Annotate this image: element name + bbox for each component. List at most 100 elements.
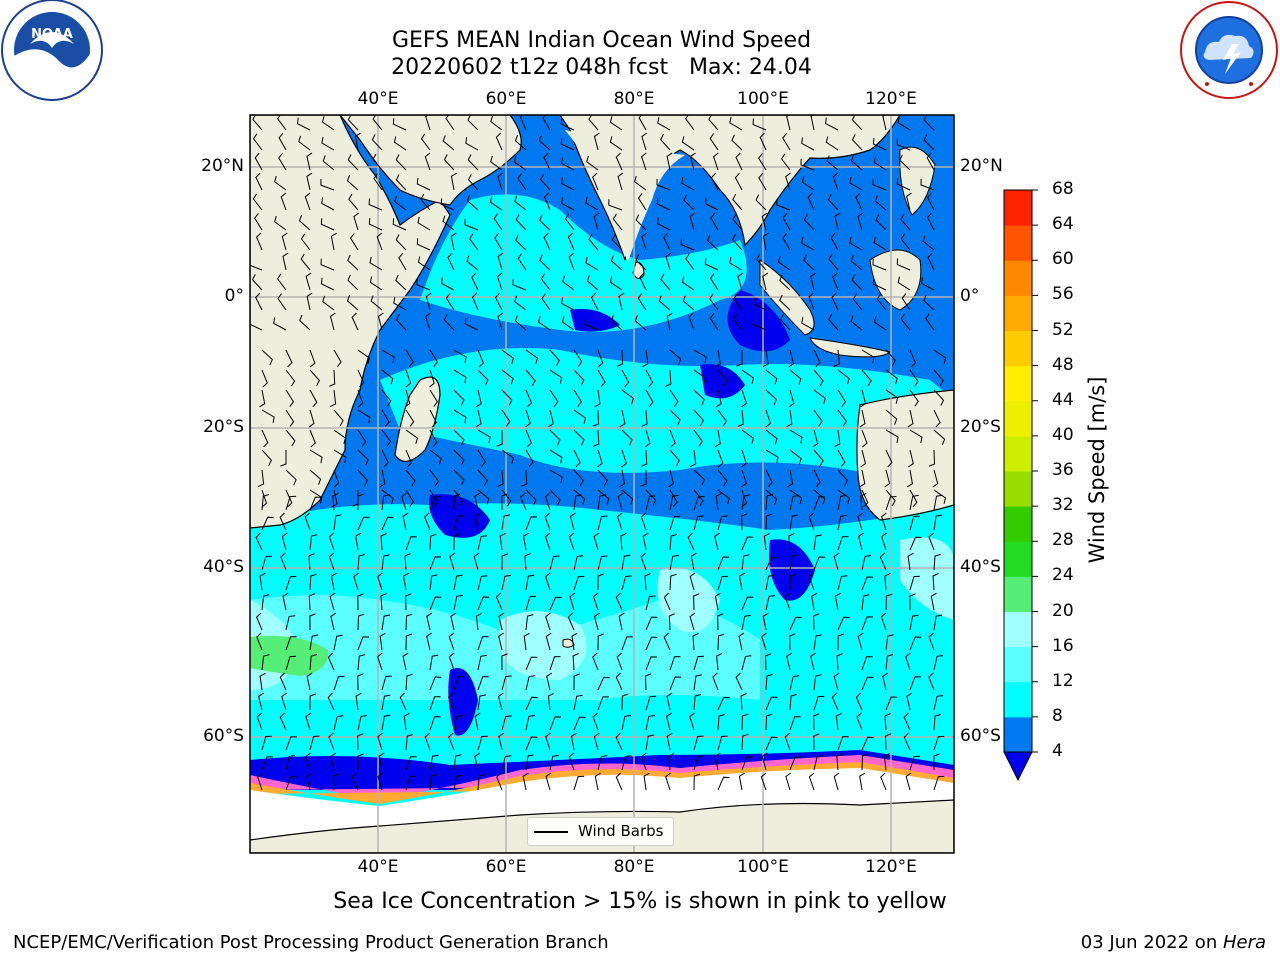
colorbar-bin xyxy=(1004,576,1032,612)
wind-barb xyxy=(501,449,514,465)
wind-barb xyxy=(731,234,743,251)
wind-barb xyxy=(933,349,947,364)
wind-barb xyxy=(872,178,887,191)
wind-barb xyxy=(611,234,623,251)
colorbar-tick-label: 36 xyxy=(1052,460,1074,480)
wind-barb xyxy=(903,732,911,751)
wind-barb xyxy=(837,409,848,427)
wind-barb xyxy=(907,552,914,571)
wind-barb xyxy=(645,495,656,511)
wind-barb xyxy=(861,349,875,364)
wind-barb xyxy=(474,492,481,511)
wind-barb xyxy=(549,349,560,366)
wind-barb xyxy=(704,197,719,211)
wind-barb xyxy=(522,532,529,551)
wind-barb xyxy=(732,213,743,231)
wind-barb xyxy=(837,449,846,468)
wind-barb xyxy=(403,712,410,731)
wind-barb xyxy=(330,752,337,771)
wind-barb xyxy=(640,512,647,531)
wind-barb xyxy=(493,213,503,231)
wind-barb xyxy=(857,512,863,531)
wind-barb xyxy=(708,115,719,131)
colorbar-bin xyxy=(1004,646,1032,683)
wind-barb xyxy=(905,772,912,791)
wind-barb xyxy=(549,489,561,506)
wind-barb xyxy=(693,755,704,771)
wind-barb xyxy=(765,595,776,611)
wind-barb xyxy=(784,592,791,611)
wind-barb xyxy=(933,409,941,428)
wind-barb xyxy=(855,192,863,211)
wind-barb xyxy=(833,772,840,791)
wind-barb xyxy=(732,193,743,211)
wind-barb xyxy=(377,572,383,591)
wind-barb xyxy=(448,632,455,651)
land-india xyxy=(565,130,685,262)
wind-barb xyxy=(789,495,800,511)
wind-barb xyxy=(642,349,649,368)
wind-barb xyxy=(545,632,552,651)
wind-barb xyxy=(782,212,791,231)
wind-barb xyxy=(642,532,649,551)
wind-barb xyxy=(788,533,795,551)
wind-barb xyxy=(669,489,678,508)
wind-barb xyxy=(544,192,551,211)
wind-barb xyxy=(424,732,431,751)
wind-barb xyxy=(571,632,578,651)
wind-barb xyxy=(884,713,891,731)
land-borneo xyxy=(869,249,922,311)
wind-barb xyxy=(741,389,747,408)
wind-barb xyxy=(803,214,815,231)
colorbar-bin xyxy=(1004,541,1032,577)
wind-barb xyxy=(615,732,623,751)
wind-barb xyxy=(278,152,287,171)
map-title: GEFS MEAN Indian Ocean Wind Speed xyxy=(391,28,812,53)
wind-barb xyxy=(306,172,313,191)
wind-barb xyxy=(549,449,563,464)
wind-barb xyxy=(896,138,911,151)
wind-barb xyxy=(442,215,455,231)
wind-barb xyxy=(872,258,887,271)
wind-barb xyxy=(933,614,943,631)
wind-barb xyxy=(669,573,677,591)
wind-barb xyxy=(477,535,488,551)
wind-barb xyxy=(885,449,893,468)
wind-barb xyxy=(669,389,679,407)
wind-barb xyxy=(594,772,601,791)
wind-barb xyxy=(689,612,696,631)
wind-barb xyxy=(883,752,890,771)
wind-barb xyxy=(285,495,297,511)
wind-barb xyxy=(859,409,866,428)
wind-barb xyxy=(381,614,391,631)
wind-barb xyxy=(398,252,407,271)
wind-barb xyxy=(250,264,263,271)
footer-host: Hera xyxy=(1222,932,1266,953)
wind-barb xyxy=(261,555,272,571)
wind-barb xyxy=(668,613,675,631)
wind-barb xyxy=(752,118,767,131)
wind-barb xyxy=(741,429,754,445)
wind-barb xyxy=(689,572,696,591)
wind-barb xyxy=(368,218,383,231)
wind-barb xyxy=(693,694,702,711)
wind-barb xyxy=(494,232,503,251)
wind-barb xyxy=(501,653,508,671)
wind-barb xyxy=(641,132,647,151)
wind-barb xyxy=(261,449,273,466)
wind-barb xyxy=(278,132,287,151)
wind-barb xyxy=(733,293,743,311)
wind-barb xyxy=(834,429,841,448)
wind-barb xyxy=(261,489,268,508)
wind-barb xyxy=(784,732,791,751)
wind-barb xyxy=(517,253,527,271)
wind-barb xyxy=(789,489,803,504)
wind-barb xyxy=(907,409,914,428)
wind-barb xyxy=(475,389,482,408)
wind-barb xyxy=(884,573,891,591)
wind-barb xyxy=(717,633,725,651)
wind-barb xyxy=(567,232,575,251)
wind-barb xyxy=(835,712,842,731)
wind-barb xyxy=(761,752,768,771)
wind-barb xyxy=(405,449,413,468)
